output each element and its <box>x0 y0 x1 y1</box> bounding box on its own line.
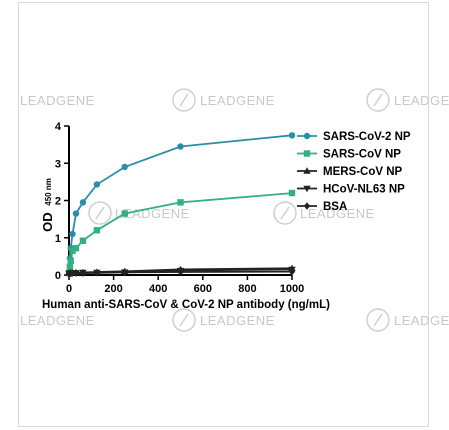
y-axis-label-subscript: 450 nm <box>44 178 53 206</box>
data-point-bsa <box>79 269 87 277</box>
watermark-text: LEADGENE <box>394 313 449 328</box>
watermark-text: LEADGENE <box>200 93 275 108</box>
x-tick-label: 800 <box>238 283 256 295</box>
svg-text:OD 450 nm: OD 450 nm <box>40 178 55 232</box>
y-axis-label: OD <box>40 212 55 232</box>
data-point-sars-cov-2-np <box>121 163 128 171</box>
data-point-sars-cov-2-np <box>93 181 101 188</box>
data-point-sars-cov-2-np <box>79 199 87 206</box>
watermark-logo <box>88 201 112 225</box>
x-tick-label: 200 <box>104 283 122 295</box>
data-point-sars-cov-np <box>93 227 101 234</box>
data-point-sars-cov-np <box>79 237 87 244</box>
y-tick-label: 0 <box>55 270 61 282</box>
data-point-sars-cov-2-np <box>69 230 76 238</box>
legend: SARS-CoV-2 NP SARS-CoV NP MERS-CoV NP HCoV-… <box>297 131 411 213</box>
y-tick-label: 3 <box>55 158 61 170</box>
x-tick-label: 0 <box>66 283 72 295</box>
watermark-layer: LEADGENE LEADGENE LEADGENE LEADGENE LEAD… <box>20 88 449 332</box>
watermark-logo <box>366 308 390 332</box>
legend-label: MERS-CoV NP <box>323 166 403 178</box>
x-ticks: 0 200 400 600 800 1000 <box>66 275 304 295</box>
legend-marker <box>303 132 311 140</box>
legend-label: HCoV-NL63 NP <box>323 184 405 196</box>
figure-frame <box>18 2 429 427</box>
data-point-sars-cov-2-np <box>288 132 296 139</box>
y-tick-label: 1 <box>55 233 61 245</box>
data-point-sars-cov-2-np <box>177 143 184 150</box>
y-axis-label-group: OD 450 nm <box>40 178 55 232</box>
data-point-sars-cov-np <box>72 244 80 252</box>
legend-marker <box>303 167 311 174</box>
watermark-text: LEADGENE <box>300 206 375 221</box>
watermark-logo <box>366 88 390 112</box>
watermark-text: LEADGENE <box>20 93 95 108</box>
data-point-sars-cov-np <box>69 247 76 254</box>
data-point-bsa <box>288 267 296 276</box>
legend-marker <box>303 150 311 157</box>
watermark-text: LEADGENE <box>20 313 95 328</box>
data-point-sars-cov-np <box>177 199 184 206</box>
series-layer <box>65 132 296 278</box>
watermark-logo <box>273 201 297 225</box>
legend-label: SARS-CoV-2 NP <box>323 131 411 143</box>
x-tick-label: 600 <box>194 283 212 295</box>
legend-marker <box>303 185 311 193</box>
data-point-bsa <box>93 269 101 277</box>
watermark-logo <box>172 308 196 332</box>
legend-marker <box>303 202 311 210</box>
x-axis-label: Human anti-SARS-CoV & CoV-2 NP antibody … <box>42 299 330 311</box>
x-tick-label: 1000 <box>280 283 304 295</box>
y-tick-label: 2 <box>55 196 61 208</box>
data-point-bsa <box>72 269 80 277</box>
legend-label: BSA <box>323 201 347 213</box>
legend-label: SARS-CoV NP <box>323 149 401 161</box>
data-point-bsa <box>121 268 128 277</box>
y-tick-label: 4 <box>55 121 62 133</box>
x-tick-label: 400 <box>149 283 167 295</box>
data-point-bsa <box>177 268 184 276</box>
data-point-sars-cov-np <box>288 189 296 197</box>
watermark-text: LEADGENE <box>394 93 449 108</box>
data-point-sars-cov-np <box>67 257 74 265</box>
data-point-bsa <box>69 269 76 277</box>
data-point-sars-cov-np <box>121 210 128 217</box>
watermark-text: LEADGENE <box>115 206 190 221</box>
data-point-sars-cov-np <box>66 263 74 271</box>
watermark-text: LEADGENE <box>200 313 275 328</box>
data-point-sars-cov-2-np <box>72 210 80 217</box>
watermark-logo <box>172 88 196 112</box>
